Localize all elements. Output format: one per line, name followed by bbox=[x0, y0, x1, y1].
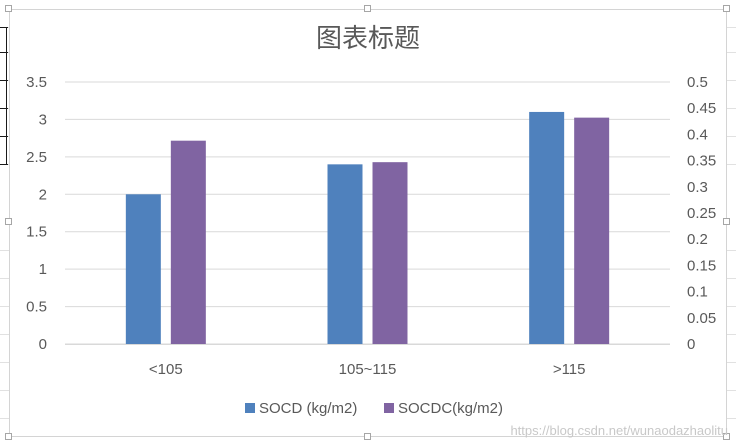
right-axis-ticks: 0 0.05 0.1 0.15 0.2 0.25 0.3 0.35 0.4 0.45 0.5 bbox=[687, 74, 716, 353]
resize-handle-left[interactable] bbox=[5, 218, 12, 225]
resize-handle-right[interactable] bbox=[723, 218, 730, 225]
watermark: https://blog.csdn.net/wunaodazhaolitu bbox=[510, 423, 728, 438]
bars bbox=[125, 111, 610, 344]
left-tick-label: 2 bbox=[39, 186, 47, 203]
legend-label: SOCDC(kg/m2) bbox=[398, 400, 503, 417]
resize-handle-top-left[interactable] bbox=[5, 5, 12, 12]
right-tick-label: 0.3 bbox=[687, 179, 708, 196]
left-tick-label: 2.5 bbox=[26, 149, 47, 166]
legend: SOCD (kg/m2) SOCDC(kg/m2) bbox=[245, 400, 503, 417]
legend-swatch bbox=[245, 403, 255, 413]
legend-swatch bbox=[384, 403, 394, 413]
bar-socd-1 bbox=[327, 164, 363, 344]
right-tick-label: 0 bbox=[687, 336, 695, 353]
right-tick-label: 0.4 bbox=[687, 126, 708, 143]
right-tick-label: 0.15 bbox=[687, 257, 716, 274]
resize-handle-top-right[interactable] bbox=[723, 5, 730, 12]
right-tick-label: 0.25 bbox=[687, 205, 716, 222]
right-tick-label: 0.35 bbox=[687, 153, 716, 170]
chart-title[interactable]: 图表标题 bbox=[315, 24, 420, 54]
gridlines bbox=[65, 81, 670, 345]
bar-socd-0 bbox=[125, 194, 161, 344]
right-tick-label: 0.05 bbox=[687, 310, 716, 327]
right-tick-label: 0.45 bbox=[687, 100, 716, 117]
category-label: <105 bbox=[149, 361, 183, 378]
resize-handle-bottom-right[interactable] bbox=[723, 433, 730, 440]
resize-handle-bottom-left[interactable] bbox=[5, 433, 12, 440]
left-axis-ticks: 0 0.5 1 1.5 2 2.5 3 3.5 bbox=[26, 74, 47, 353]
right-tick-label: 0.1 bbox=[687, 284, 708, 301]
left-tick-label: 0 bbox=[39, 336, 47, 353]
right-tick-label: 0.5 bbox=[687, 74, 708, 91]
resize-handle-bottom[interactable] bbox=[364, 433, 371, 440]
bar-socdc-0 bbox=[170, 140, 206, 344]
left-tick-label: 0.5 bbox=[26, 299, 47, 316]
bar-socdc-2 bbox=[574, 117, 610, 344]
category-label: 105~115 bbox=[339, 361, 397, 378]
bar-socdc-1 bbox=[372, 162, 408, 344]
category-labels: <105 105~115 >115 bbox=[149, 361, 586, 378]
category-label: >115 bbox=[553, 361, 586, 378]
resize-handle-top[interactable] bbox=[364, 5, 371, 12]
left-tick-label: 3.5 bbox=[26, 74, 47, 91]
right-tick-label: 0.2 bbox=[687, 231, 708, 248]
legend-label: SOCD (kg/m2) bbox=[259, 400, 357, 417]
left-tick-label: 3 bbox=[39, 111, 47, 128]
left-tick-label: 1.5 bbox=[26, 224, 47, 241]
left-tick-label: 1 bbox=[39, 261, 47, 278]
bar-socd-2 bbox=[529, 111, 565, 344]
